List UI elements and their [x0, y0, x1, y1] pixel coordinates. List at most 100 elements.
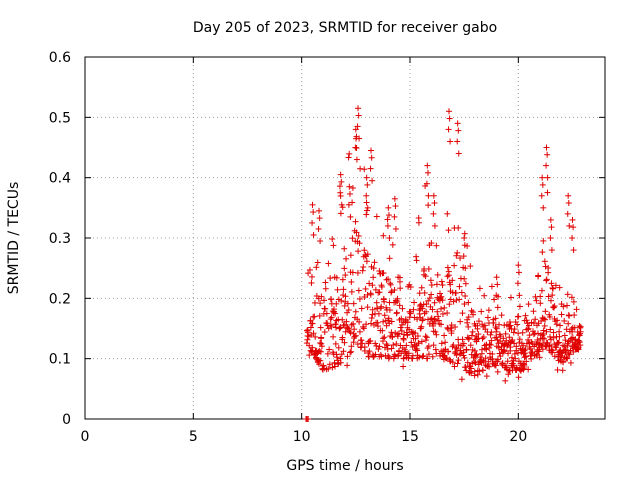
- data-point: [447, 281, 454, 288]
- data-point: [444, 273, 451, 280]
- data-point: [378, 303, 385, 310]
- data-point: [321, 297, 328, 304]
- data-point: [474, 336, 481, 343]
- data-point: [486, 341, 493, 348]
- data-point: [566, 351, 573, 358]
- data-point: [424, 162, 431, 169]
- data-point: [519, 360, 526, 367]
- data-point: [447, 325, 454, 332]
- data-point: [316, 361, 323, 368]
- data-point: [424, 169, 431, 176]
- data-point: [548, 280, 555, 287]
- data-point: [514, 350, 521, 357]
- data-point: [564, 355, 571, 362]
- data-point: [481, 292, 488, 299]
- data-point: [317, 357, 324, 364]
- data-point: [345, 307, 352, 314]
- data-point: [454, 138, 461, 145]
- data-point: [421, 271, 428, 278]
- data-point: [469, 328, 476, 335]
- data-point: [379, 327, 386, 334]
- data-point: [381, 312, 388, 319]
- data-point: [570, 224, 577, 231]
- data-point: [545, 265, 552, 272]
- data-point: [396, 302, 403, 309]
- data-point: [400, 355, 407, 362]
- data-point: [549, 292, 556, 299]
- data-point: [425, 265, 432, 272]
- data-point: [412, 330, 419, 337]
- data-point: [385, 212, 392, 219]
- data-point: [533, 352, 540, 359]
- data-point: [393, 340, 400, 347]
- data-point: [352, 308, 359, 315]
- data-point: [316, 312, 323, 319]
- data-point: [451, 363, 458, 370]
- data-point: [524, 326, 531, 333]
- data-point: [390, 342, 397, 349]
- data-point: [335, 344, 342, 351]
- data-point: [309, 320, 316, 327]
- data-point: [363, 207, 370, 214]
- data-point: [337, 171, 344, 178]
- data-point: [333, 274, 340, 281]
- data-point: [370, 265, 377, 272]
- data-point: [431, 200, 438, 207]
- data-point: [428, 291, 435, 298]
- data-point: [418, 323, 425, 330]
- data-point: [462, 364, 469, 371]
- data-point: [396, 278, 403, 285]
- data-point: [520, 342, 527, 349]
- data-point: [441, 332, 448, 339]
- x-axis-ticks: 0 5 10 15 20: [81, 57, 527, 445]
- data-point: [515, 262, 522, 269]
- data-point: [566, 312, 573, 319]
- data-point: [542, 263, 549, 270]
- data-point: [482, 355, 489, 362]
- data-point: [431, 315, 438, 322]
- data-point: [569, 216, 576, 223]
- data-point: [539, 249, 546, 256]
- data-point: [489, 350, 496, 357]
- data-point: [444, 264, 451, 271]
- data-point: [317, 300, 324, 307]
- data-point: [328, 314, 335, 321]
- data-point: [457, 318, 464, 325]
- data-point: [530, 331, 537, 338]
- data-point: [555, 339, 562, 346]
- data-point: [386, 307, 393, 314]
- data-point: [403, 342, 410, 349]
- data-point: [348, 343, 355, 350]
- data-point: [558, 311, 565, 318]
- data-point: [331, 306, 338, 313]
- data-point: [344, 353, 351, 360]
- x-tick-label: 15: [401, 429, 419, 445]
- data-point: [575, 331, 582, 338]
- data-point: [341, 245, 348, 252]
- data-point: [404, 331, 411, 338]
- data-point: [346, 190, 353, 197]
- data-point: [438, 305, 445, 312]
- data-point: [543, 162, 550, 169]
- data-point: [560, 303, 567, 310]
- data-point: [445, 227, 452, 234]
- data-point: [551, 353, 558, 360]
- data-point: [320, 362, 327, 369]
- data-point: [308, 273, 315, 280]
- data-point: [333, 300, 340, 307]
- data-point: [388, 289, 395, 296]
- data-point: [380, 318, 387, 325]
- data-point: [494, 304, 501, 311]
- data-point: [565, 350, 572, 357]
- data-point: [487, 331, 494, 338]
- data-point: [550, 304, 557, 311]
- data-point: [544, 189, 551, 196]
- data-point: [564, 342, 571, 349]
- data-point: [514, 280, 521, 287]
- x-tick-label: 5: [189, 429, 198, 445]
- data-point: [543, 328, 550, 335]
- data-point: [314, 259, 321, 266]
- data-point: [467, 342, 474, 349]
- data-point: [317, 339, 324, 346]
- data-point: [352, 144, 359, 151]
